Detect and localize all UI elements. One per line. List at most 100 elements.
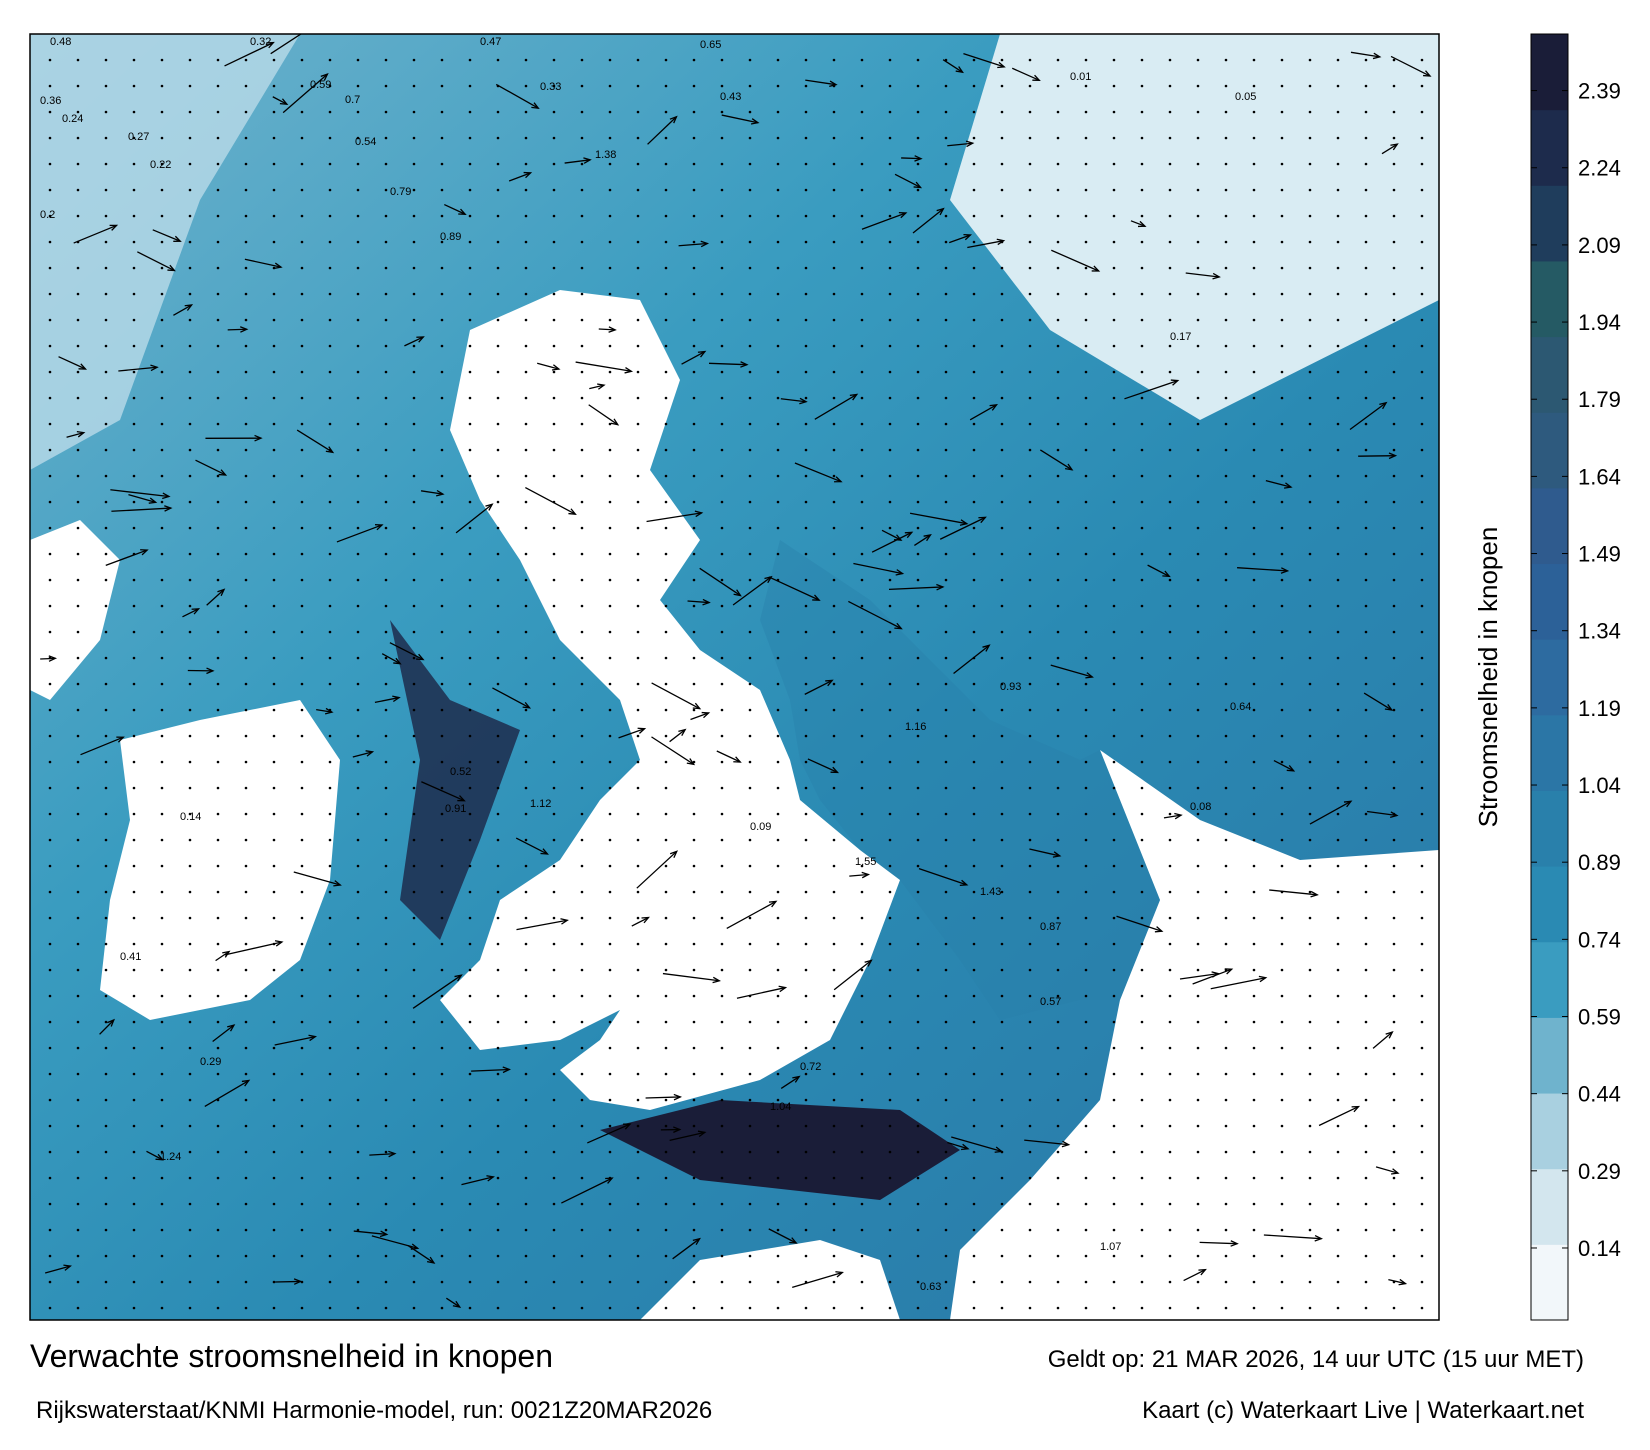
grid-dot <box>552 864 556 868</box>
grid-dot <box>132 1228 136 1232</box>
grid-dot <box>1140 838 1144 842</box>
grid-dot <box>1420 1254 1424 1258</box>
colorbar-tick-label: 1.04 <box>1578 773 1621 798</box>
grid-dot <box>356 266 360 270</box>
grid-dot <box>1224 682 1228 686</box>
grid-dot <box>1168 890 1172 894</box>
grid-dot <box>272 1150 276 1154</box>
grid-dot <box>1056 214 1060 218</box>
grid-dot <box>1364 396 1368 400</box>
grid-dot <box>1112 240 1116 244</box>
grid-dot <box>1168 656 1172 660</box>
grid-dot <box>440 344 444 348</box>
grid-dot <box>916 1228 920 1232</box>
grid-dot <box>48 916 52 920</box>
grid-dot <box>1252 838 1256 842</box>
grid-dot <box>132 968 136 972</box>
grid-dot <box>580 448 584 452</box>
map-area: 0.48 0.320.360.240.270.220.20.470.590.70.… <box>30 34 1439 1320</box>
grid-dot <box>1280 162 1284 166</box>
grid-dot <box>384 240 388 244</box>
grid-dot <box>944 240 948 244</box>
grid-dot <box>916 344 920 348</box>
grid-dot <box>272 890 276 894</box>
grid-dot <box>580 812 584 816</box>
grid-dot <box>1280 1228 1284 1232</box>
arrow-shaft <box>1237 567 1288 572</box>
grid-dot <box>188 1072 192 1076</box>
grid-dot <box>160 240 164 244</box>
grid-dot <box>244 1150 248 1154</box>
grid-dot <box>132 240 136 244</box>
grid-dot <box>468 864 472 868</box>
grid-dot <box>1140 1046 1144 1050</box>
grid-dot <box>1392 890 1396 894</box>
grid-dot <box>1140 916 1144 920</box>
grid-dot <box>580 578 584 582</box>
grid-dot <box>972 422 976 426</box>
grid-dot <box>748 448 752 452</box>
grid-dot <box>832 1072 836 1076</box>
arrow-shaft <box>849 873 869 877</box>
grid-dot <box>664 266 668 270</box>
grid-dot <box>1140 890 1144 894</box>
grid-dot <box>76 1280 80 1284</box>
grid-dot <box>664 344 668 348</box>
grid-dot <box>888 188 892 192</box>
grid-dot <box>888 1176 892 1180</box>
grid-dot <box>328 942 332 946</box>
grid-dot <box>552 292 556 296</box>
grid-dot <box>1336 58 1340 62</box>
grid-dot <box>720 838 724 842</box>
grid-dot <box>1112 1046 1116 1050</box>
grid-dot <box>328 162 332 166</box>
grid-dot <box>552 786 556 790</box>
grid-dot <box>636 110 640 114</box>
arrow-shaft <box>1265 479 1292 488</box>
grid-dot <box>188 1098 192 1102</box>
grid-dot <box>944 188 948 192</box>
grid-dot <box>748 266 752 270</box>
grid-dot <box>1084 214 1088 218</box>
grid-dot <box>244 734 248 738</box>
grid-dot <box>412 864 416 868</box>
grid-dot <box>552 760 556 764</box>
grid-dot <box>104 344 108 348</box>
grid-dot <box>1000 1046 1004 1050</box>
grid-dot <box>1336 370 1340 374</box>
grid-dot <box>216 526 220 530</box>
grid-dot <box>1252 994 1256 998</box>
grid-dot <box>1028 162 1032 166</box>
arrow-head <box>936 207 945 216</box>
arrow-head <box>416 653 425 661</box>
grid-dot <box>944 760 948 764</box>
grid-dot <box>580 370 584 374</box>
grid-dot <box>244 448 248 452</box>
grid-dot <box>776 786 780 790</box>
grid-dot <box>720 1020 724 1024</box>
grid-dot <box>748 890 752 894</box>
grid-dot <box>1252 552 1256 556</box>
grid-dot <box>860 396 864 400</box>
grid-dot <box>160 292 164 296</box>
arrow-head <box>1372 52 1382 60</box>
grid-dot <box>412 1098 416 1102</box>
grid-dot <box>776 1072 780 1076</box>
grid-dot <box>104 1280 108 1284</box>
grid-dot <box>160 500 164 504</box>
grid-dot <box>1392 240 1396 244</box>
grid-dot <box>552 110 556 114</box>
grid-dot <box>1252 578 1256 582</box>
grid-dot <box>132 682 136 686</box>
current-value-label: 0.24 <box>62 113 83 125</box>
grid-dot <box>384 500 388 504</box>
grid-dot <box>412 1176 416 1180</box>
grid-dot <box>888 318 892 322</box>
colorbar-band <box>1531 487 1568 565</box>
grid-dot <box>328 266 332 270</box>
grid-dot <box>692 266 696 270</box>
grid-dot <box>76 1046 80 1050</box>
grid-dot <box>776 630 780 634</box>
grid-dot <box>356 1176 360 1180</box>
grid-dot <box>608 422 612 426</box>
